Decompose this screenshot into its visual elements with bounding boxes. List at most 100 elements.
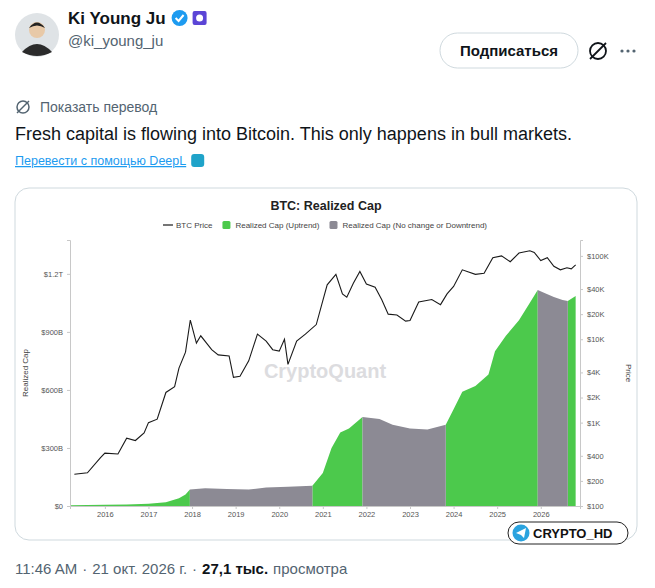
tick-label: $2K [587, 393, 600, 402]
page: Ki Young Ju@ki_young_juПодписатьсяПоказа… [0, 0, 655, 588]
legend-label: Realized Cap (No change or Downtrend) [342, 221, 487, 230]
tick-mark [67, 274, 70, 275]
author-name: Ki Young Ju [68, 9, 166, 28]
tick: $2K [580, 393, 600, 402]
tick-mark [323, 506, 324, 509]
follow-button-bg[interactable] [440, 33, 578, 68]
tick-label: 2016 [97, 510, 114, 519]
avatar [15, 13, 59, 57]
realized-cap-area [70, 290, 576, 506]
deepl-icon [191, 154, 204, 167]
tick-mark [67, 506, 70, 507]
tick-label: 2025 [489, 510, 506, 519]
y-axis: $0$300B$600B$900B$1.2T [41, 241, 70, 511]
tick-mark [454, 506, 455, 509]
tick-mark [366, 506, 367, 509]
translate-icon-slash [17, 101, 29, 113]
axis-line [71, 507, 581, 510]
legend-swatch [222, 221, 230, 229]
tick-mark [580, 456, 583, 457]
tick-label: $1.2T [44, 270, 64, 279]
channel-badge-label: CRYPTO_HD [533, 526, 612, 541]
tick-label: 2022 [359, 510, 376, 519]
tick-mark [580, 372, 583, 373]
tick: 2021 [315, 506, 332, 519]
tick: 2025 [489, 506, 506, 519]
tick-label: 2023 [402, 510, 419, 519]
tick-label: $300B [41, 444, 63, 453]
follow-button[interactable]: Подписаться [440, 33, 578, 68]
affiliate-mark [196, 15, 203, 22]
chart-title: BTC: Realized Cap [270, 199, 381, 213]
tick: $1.2T [44, 270, 70, 279]
tick-label: $4K [587, 368, 600, 377]
tick: $900B [41, 328, 70, 337]
tick-label: 2019 [228, 510, 245, 519]
tick-mark [67, 448, 70, 449]
legend-swatch [329, 221, 337, 229]
tick-label: $900B [41, 328, 63, 337]
grok-icon-slash [590, 43, 606, 59]
tick: 2024 [446, 506, 463, 519]
legend-label: Realized Cap (Uptrend) [235, 221, 319, 230]
tick-label: $400 [587, 452, 604, 461]
tick: 2026 [533, 506, 550, 519]
x-axis: 2016 2017 2018 2019 2020 2021 2022 2023 2024 2025… [71, 506, 581, 519]
telegram-icon [513, 525, 530, 542]
tick-mark [580, 256, 583, 257]
tick-label: $40K [587, 285, 605, 294]
tick-label: $1K [587, 419, 600, 428]
separator: · [192, 560, 197, 577]
tick-label: 2017 [141, 510, 158, 519]
tick: $40K [580, 285, 605, 294]
tick-mark [497, 506, 498, 509]
tweet-date: 21 окт. 2026 г. [92, 560, 187, 577]
views-label: просмотра [273, 560, 348, 577]
price-line [74, 251, 575, 474]
tick-label: 2026 [533, 510, 550, 519]
legend-item: Realized Cap (Uptrend) [222, 221, 319, 230]
tick-label: 2018 [184, 510, 201, 519]
follow-button-label[interactable]: Подписаться [460, 42, 558, 59]
tick-label: $10K [587, 335, 605, 344]
tick-mark [279, 506, 280, 509]
tick-mark [67, 390, 70, 391]
tick-label: 2021 [315, 510, 332, 519]
legend-swatch [163, 224, 173, 225]
tweet-text: Fresh capital is flowing into Bitcoin. T… [15, 124, 572, 144]
watermark: CryptoQuant [264, 360, 387, 382]
tick-mark [580, 314, 583, 315]
avatar-bg [15, 13, 59, 57]
channel-badge: CRYPTO_HD [508, 522, 628, 544]
tick-mark [580, 289, 583, 290]
tick-label: $100K [587, 252, 609, 261]
tick: $0 [55, 502, 70, 511]
translate-link[interactable]: Перевести с помощью DeepL [15, 154, 186, 168]
tick: 2019 [228, 506, 245, 519]
tick-mark [105, 506, 106, 509]
translate-icon [17, 101, 29, 113]
tick-mark [67, 332, 70, 333]
avatar-hair [29, 23, 45, 29]
more-dot [620, 49, 623, 52]
legend-label: BTC Price [176, 221, 213, 230]
tick-label: 2020 [271, 510, 288, 519]
tick: $400 [580, 452, 604, 461]
tick-mark [410, 506, 411, 509]
grok-icon [590, 43, 606, 59]
tick-label: $200 [587, 477, 604, 486]
tick: $10K [580, 335, 605, 344]
show-translation[interactable]: Показать перевод [40, 99, 157, 115]
tick: $200 [580, 477, 604, 486]
affiliate-badge [193, 11, 207, 25]
view-count: 27,1 тыс. [202, 560, 268, 577]
tick: 2017 [141, 506, 158, 519]
verified-badge [172, 10, 188, 26]
axis-line [581, 241, 584, 507]
chart-card [15, 188, 637, 540]
tick: 2023 [402, 506, 419, 519]
tick: $100K [580, 252, 609, 261]
separator: · [82, 560, 87, 577]
avatar-body [22, 44, 52, 56]
tick: 2016 [97, 506, 114, 519]
